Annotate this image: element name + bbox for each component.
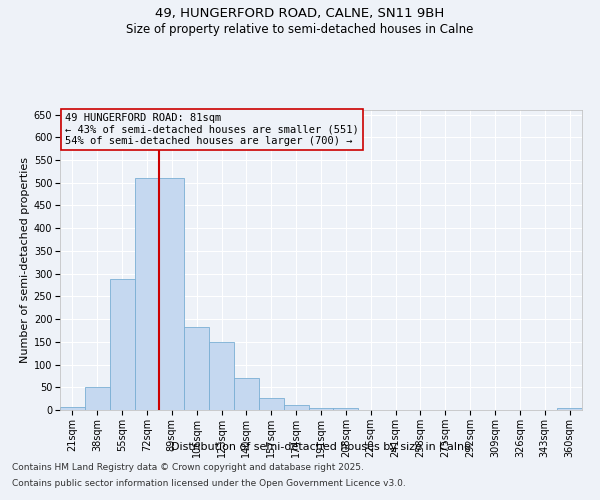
Bar [234,378,259,410]
Bar [334,408,358,410]
Bar [184,327,209,410]
Y-axis label: Number of semi-detached properties: Number of semi-detached properties [20,157,29,363]
Bar [259,398,284,410]
Text: Contains HM Land Registry data © Crown copyright and database right 2025.: Contains HM Land Registry data © Crown c… [12,464,364,472]
Bar [160,178,184,410]
Bar [85,388,110,410]
Bar [308,408,334,410]
Text: Distribution of semi-detached houses by size in Calne: Distribution of semi-detached houses by … [171,442,471,452]
Bar [284,404,308,410]
Text: 49 HUNGERFORD ROAD: 81sqm
← 43% of semi-detached houses are smaller (551)
54% of: 49 HUNGERFORD ROAD: 81sqm ← 43% of semi-… [65,113,359,146]
Bar [134,178,160,410]
Bar [209,342,234,410]
Bar [557,408,582,410]
Text: Contains public sector information licensed under the Open Government Licence v3: Contains public sector information licen… [12,478,406,488]
Bar [60,407,85,410]
Text: 49, HUNGERFORD ROAD, CALNE, SN11 9BH: 49, HUNGERFORD ROAD, CALNE, SN11 9BH [155,8,445,20]
Text: Size of property relative to semi-detached houses in Calne: Size of property relative to semi-detach… [127,22,473,36]
Bar [110,278,134,410]
